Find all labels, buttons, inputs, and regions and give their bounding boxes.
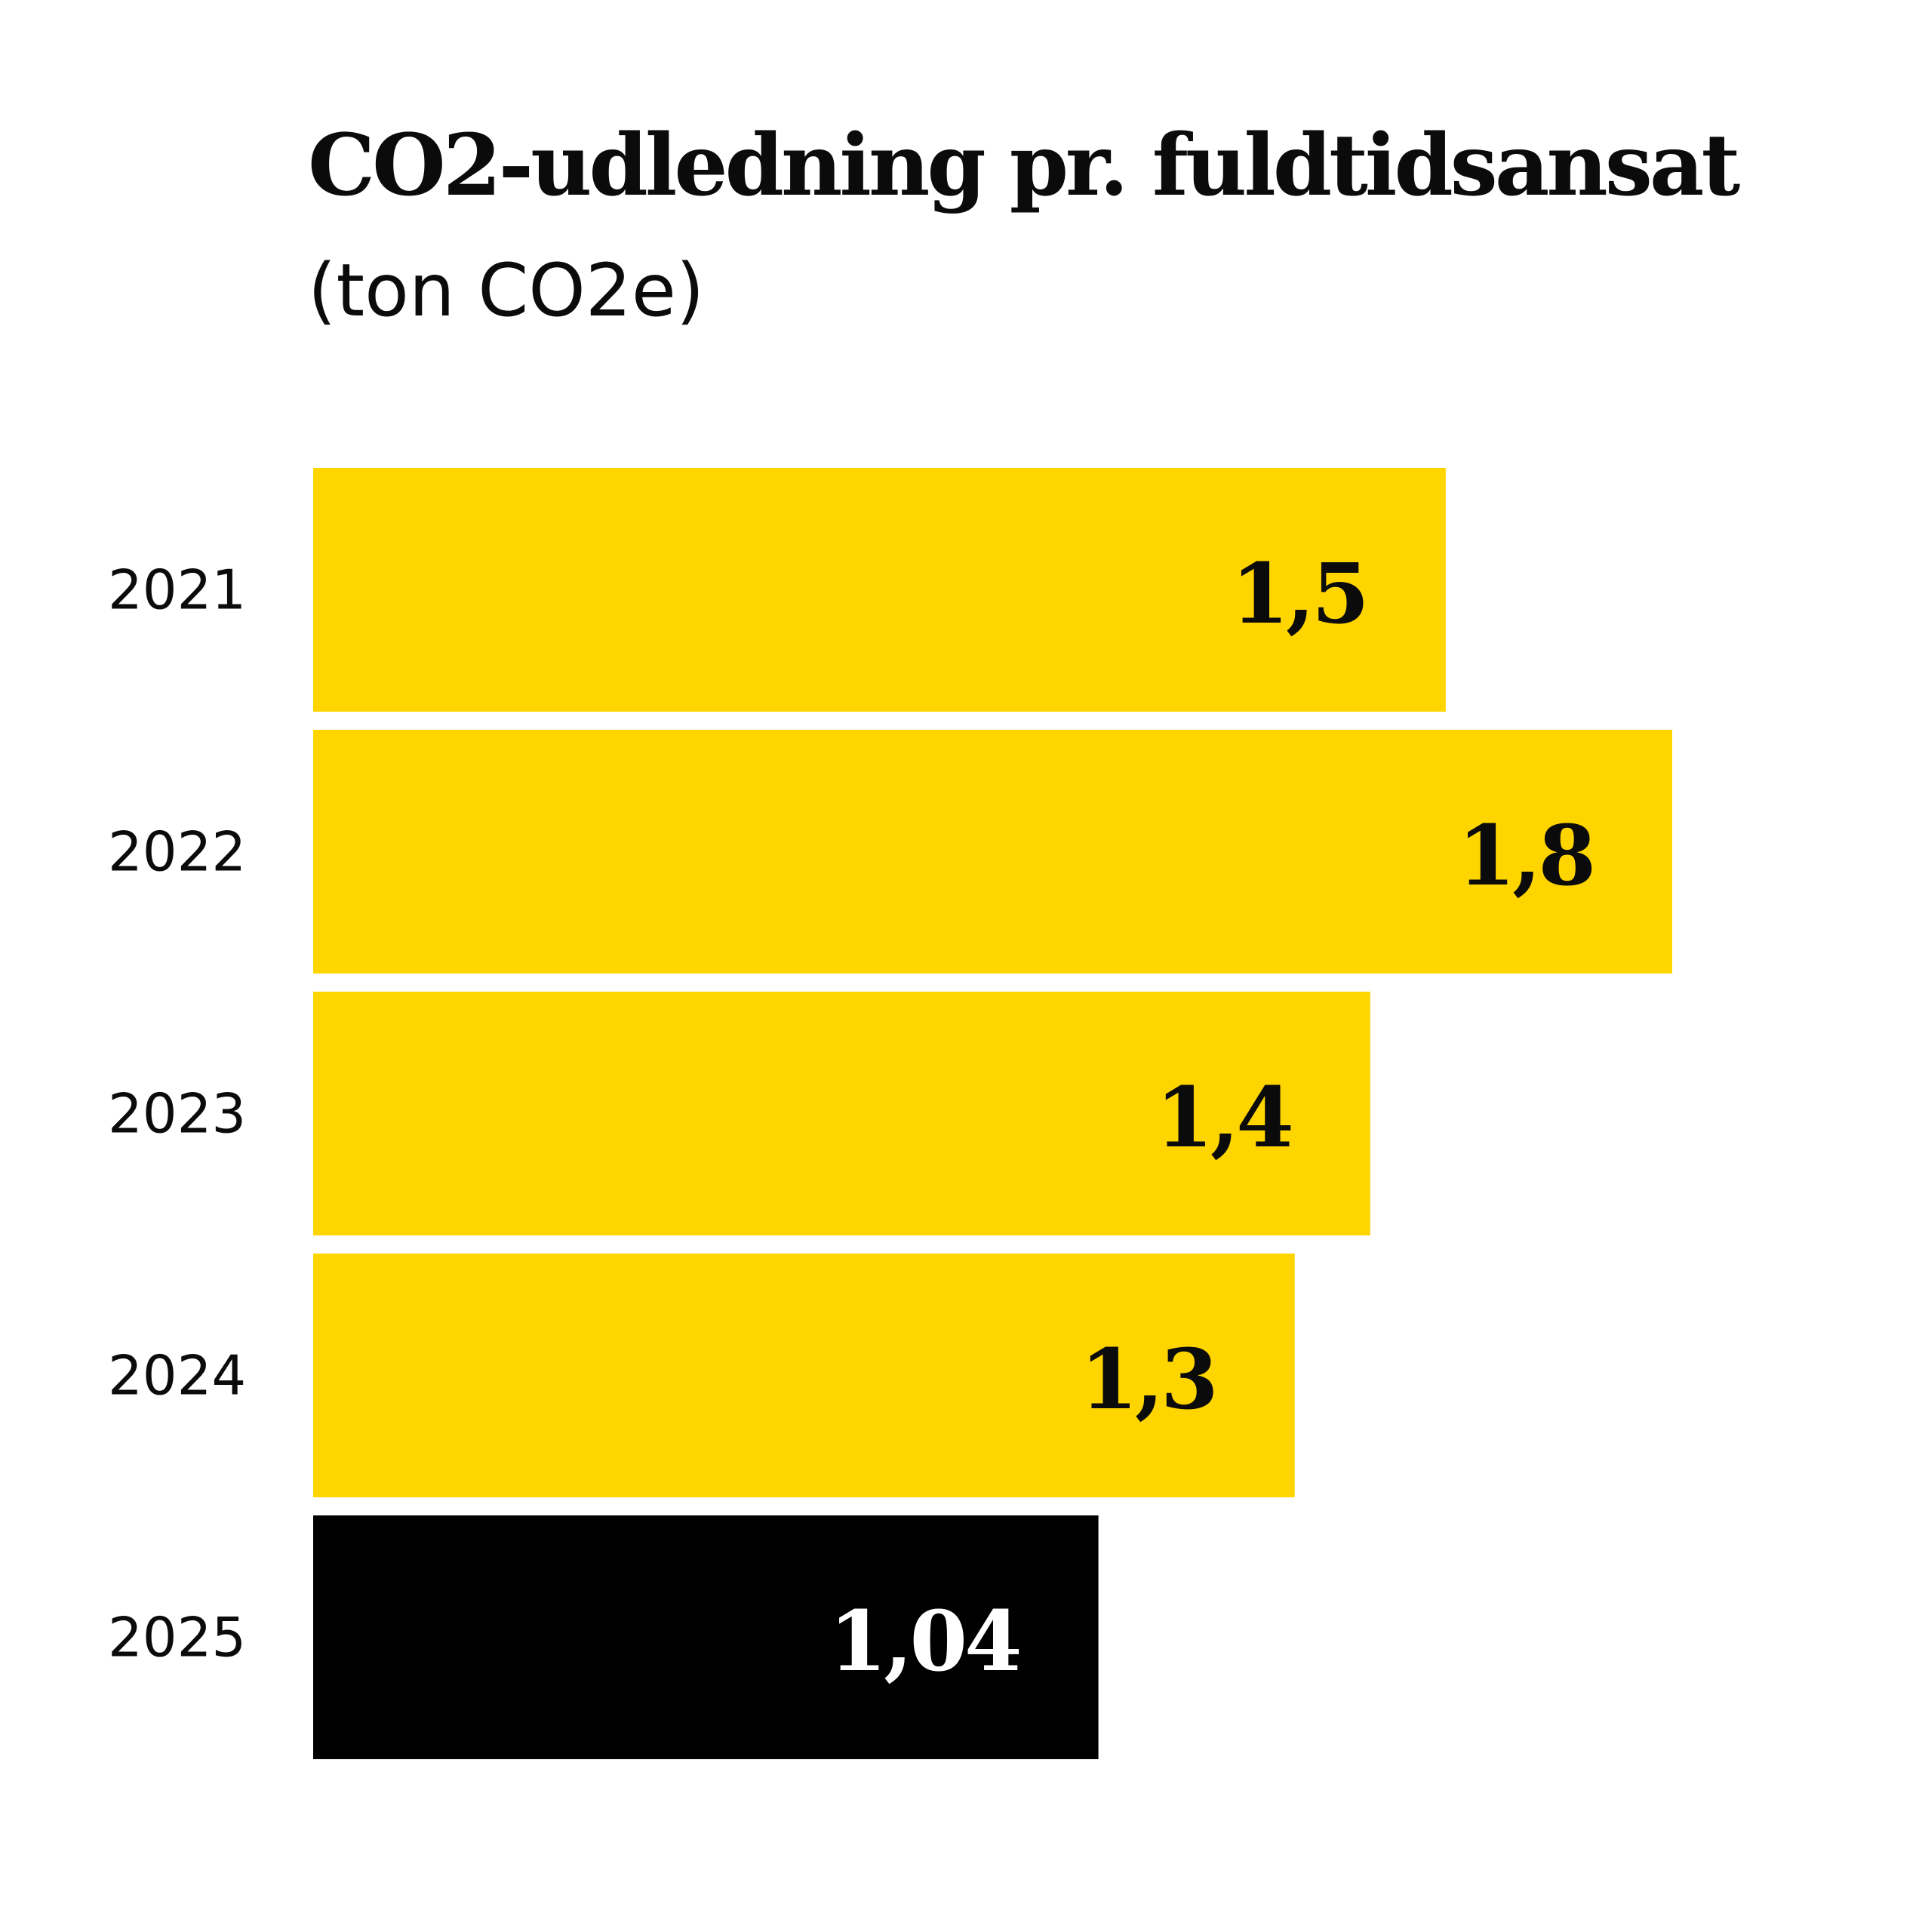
bar-2023 [313, 992, 1370, 1235]
chart-title-unit: (ton CO2e) [308, 248, 705, 333]
bar-2024 [313, 1254, 1295, 1497]
category-label-2022: 2022 [108, 820, 246, 884]
chart-title-text: CO2-udledning pr. fuldtidsansat [308, 116, 1740, 215]
bar-2021 [313, 468, 1446, 712]
category-label-2025: 2025 [108, 1606, 246, 1669]
category-label-2023: 2023 [108, 1082, 246, 1146]
value-label-2022: 1,8 [1458, 807, 1593, 904]
category-label-2024: 2024 [108, 1344, 246, 1407]
bar-2022 [313, 730, 1672, 974]
value-label-2024: 1,3 [1080, 1331, 1215, 1428]
value-label-2021: 1,5 [1231, 545, 1366, 642]
category-label-2021: 2021 [108, 558, 246, 622]
value-label-2025: 1,04 [829, 1592, 1019, 1690]
bar-2025 [313, 1515, 1099, 1759]
chart-title: CO2-udledning pr. fuldtidsansat (ton CO2… [308, 106, 1817, 351]
value-label-2023: 1,4 [1155, 1069, 1291, 1166]
